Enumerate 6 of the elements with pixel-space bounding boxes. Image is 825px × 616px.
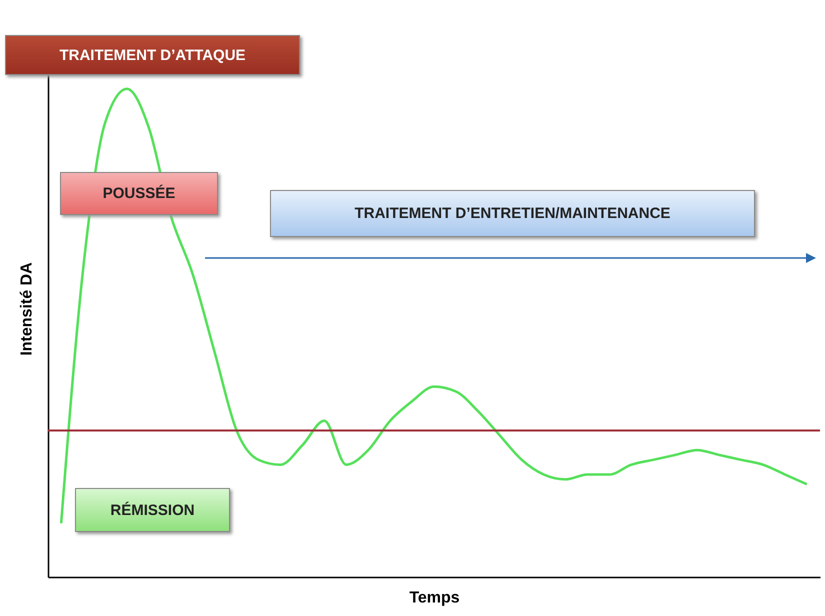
- text-box: TRAITEMENT D’ENTRETIEN/MAINTENANCE: [270, 190, 755, 237]
- text-box: TRAITEMENT D’ATTAQUE: [5, 35, 300, 75]
- y-axis-title: Intensité DA: [18, 262, 36, 356]
- x-axis-title: Temps: [409, 590, 460, 606]
- text-box: RÉMISSION: [75, 488, 230, 532]
- text-box: POUSSÉE: [60, 172, 218, 215]
